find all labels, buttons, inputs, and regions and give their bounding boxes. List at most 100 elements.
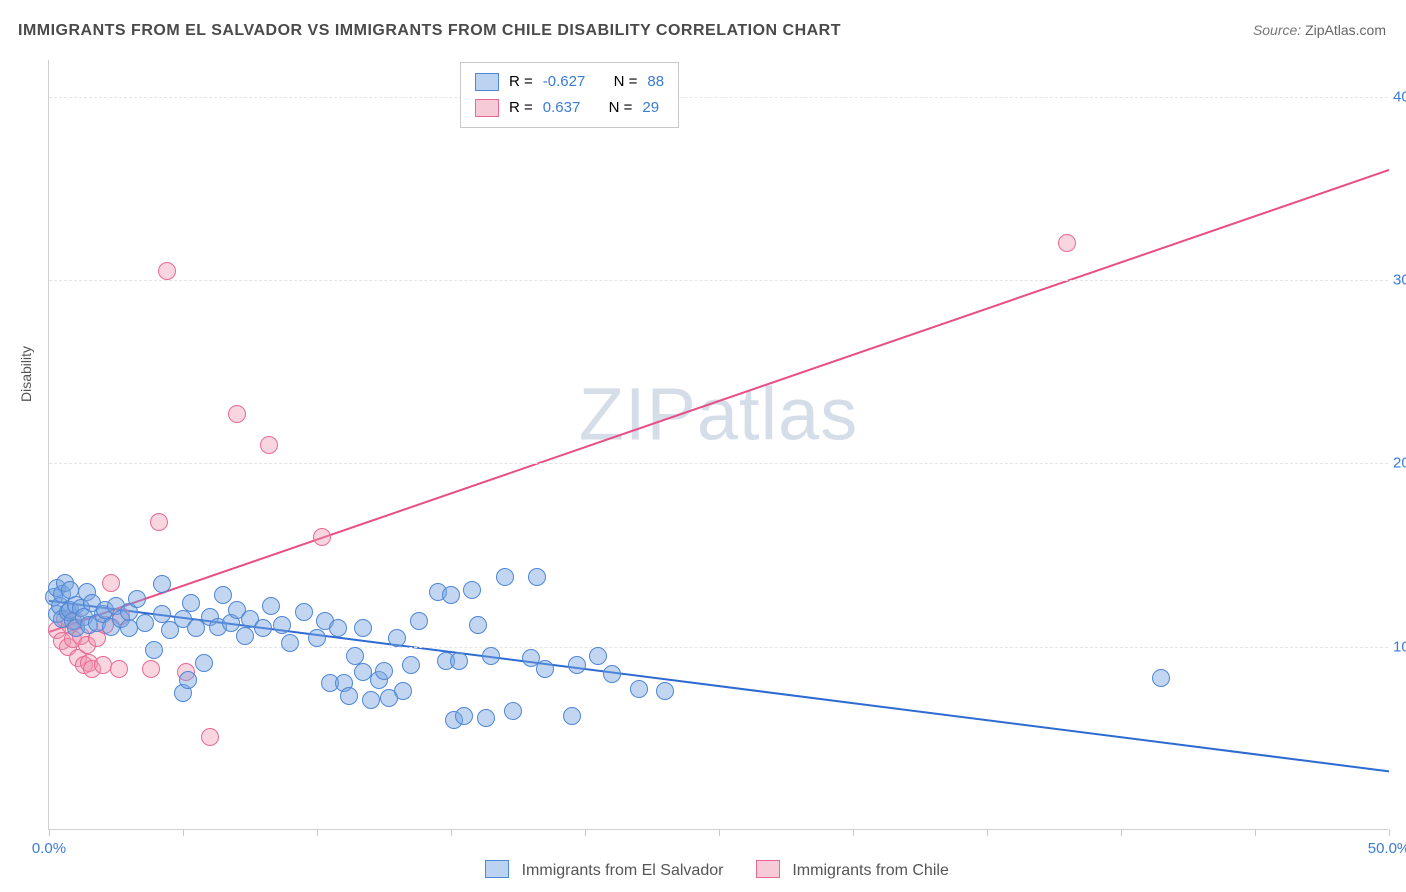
scatter-point-chile — [94, 656, 112, 674]
scatter-point-chile — [102, 574, 120, 592]
scatter-point-el-salvador — [477, 709, 495, 727]
scatter-point-el-salvador — [136, 614, 154, 632]
scatter-point-el-salvador — [455, 707, 473, 725]
scatter-point-el-salvador — [354, 619, 372, 637]
scatter-point-el-salvador — [153, 575, 171, 593]
scatter-point-el-salvador — [273, 616, 291, 634]
x-tick — [1389, 829, 1390, 836]
scatter-point-el-salvador — [262, 597, 280, 615]
scatter-point-el-salvador — [394, 682, 412, 700]
scatter-point-el-salvador — [656, 682, 674, 700]
x-tick — [585, 829, 586, 836]
scatter-point-chile — [110, 660, 128, 678]
r-value: 0.637 — [543, 95, 581, 121]
scatter-plot-area: ZIPatlas 10.0%20.0%30.0%40.0%0.0%50.0% — [48, 60, 1388, 830]
series-legend: Immigrants from El Salvador Immigrants f… — [0, 860, 1406, 880]
swatch-blue — [475, 73, 499, 91]
scatter-point-el-salvador — [528, 568, 546, 586]
x-tick — [451, 829, 452, 836]
scatter-point-el-salvador — [496, 568, 514, 586]
scatter-point-chile — [313, 528, 331, 546]
n-label: N = — [614, 69, 638, 95]
scatter-point-chile — [158, 262, 176, 280]
scatter-point-el-salvador — [128, 590, 146, 608]
scatter-point-el-salvador — [469, 616, 487, 634]
source-attribution: Source: ZipAtlas.com — [1253, 22, 1386, 38]
y-tick-label: 30.0% — [1393, 272, 1406, 289]
y-tick-label: 20.0% — [1393, 455, 1406, 472]
watermark: ZIPatlas — [579, 371, 858, 456]
legend-label-el-salvador: Immigrants from El Salvador — [522, 862, 724, 879]
x-tick — [1121, 829, 1122, 836]
r-label: R = — [509, 95, 533, 121]
swatch-pink — [756, 860, 780, 878]
swatch-blue — [485, 860, 509, 878]
legend-row-el-salvador: R = -0.627 N = 88 — [475, 69, 664, 95]
scatter-point-el-salvador — [254, 619, 272, 637]
n-value: 29 — [642, 95, 659, 121]
gridline-h — [49, 280, 1388, 281]
n-label: N = — [609, 95, 633, 121]
x-tick — [1255, 829, 1256, 836]
scatter-point-el-salvador — [482, 647, 500, 665]
y-tick-label: 40.0% — [1393, 88, 1406, 105]
n-value: 88 — [647, 69, 664, 95]
y-tick-label: 10.0% — [1393, 638, 1406, 655]
scatter-point-chile — [260, 436, 278, 454]
legend-row-chile: R = 0.637 N = 29 — [475, 95, 664, 121]
y-axis-title: Disability — [18, 346, 34, 402]
scatter-point-el-salvador — [295, 603, 313, 621]
scatter-point-el-salvador — [450, 652, 468, 670]
scatter-point-el-salvador — [308, 629, 326, 647]
gridline-h — [49, 97, 1388, 98]
source-value: ZipAtlas.com — [1305, 22, 1386, 38]
scatter-point-el-salvador — [145, 641, 163, 659]
scatter-point-el-salvador — [589, 647, 607, 665]
scatter-point-el-salvador — [153, 605, 171, 623]
scatter-point-el-salvador — [1152, 669, 1170, 687]
scatter-point-chile — [1058, 234, 1076, 252]
scatter-point-el-salvador — [195, 654, 213, 672]
scatter-point-el-salvador — [375, 662, 393, 680]
scatter-point-el-salvador — [563, 707, 581, 725]
x-tick — [853, 829, 854, 836]
scatter-point-el-salvador — [179, 671, 197, 689]
scatter-point-el-salvador — [362, 691, 380, 709]
x-tick-label: 0.0% — [32, 840, 66, 857]
scatter-point-el-salvador — [442, 586, 460, 604]
x-tick-label: 50.0% — [1368, 840, 1406, 857]
x-tick — [49, 829, 50, 836]
trend-lines — [49, 60, 1389, 830]
scatter-point-el-salvador — [568, 656, 586, 674]
scatter-point-el-salvador — [536, 660, 554, 678]
gridline-h — [49, 463, 1388, 464]
scatter-point-el-salvador — [182, 594, 200, 612]
scatter-point-chile — [201, 728, 219, 746]
scatter-point-el-salvador — [463, 581, 481, 599]
scatter-point-el-salvador — [214, 586, 232, 604]
scatter-point-el-salvador — [329, 619, 347, 637]
scatter-point-el-salvador — [388, 629, 406, 647]
scatter-point-chile — [228, 405, 246, 423]
chart-title: IMMIGRANTS FROM EL SALVADOR VS IMMIGRANT… — [18, 22, 841, 40]
scatter-point-chile — [142, 660, 160, 678]
legend-label-chile: Immigrants from Chile — [792, 862, 948, 879]
scatter-point-el-salvador — [402, 656, 420, 674]
scatter-point-el-salvador — [603, 665, 621, 683]
x-tick — [719, 829, 720, 836]
x-tick — [183, 829, 184, 836]
x-tick — [987, 829, 988, 836]
correlation-legend-box: R = -0.627 N = 88 R = 0.637 N = 29 — [460, 62, 679, 128]
r-label: R = — [509, 69, 533, 95]
swatch-pink — [475, 99, 499, 117]
source-label: Source: — [1253, 22, 1301, 38]
x-tick — [317, 829, 318, 836]
scatter-point-el-salvador — [340, 687, 358, 705]
scatter-point-el-salvador — [630, 680, 648, 698]
r-value: -0.627 — [543, 69, 586, 95]
scatter-point-chile — [150, 513, 168, 531]
scatter-point-el-salvador — [281, 634, 299, 652]
scatter-point-el-salvador — [236, 627, 254, 645]
scatter-point-el-salvador — [410, 612, 428, 630]
gridline-h — [49, 647, 1388, 648]
